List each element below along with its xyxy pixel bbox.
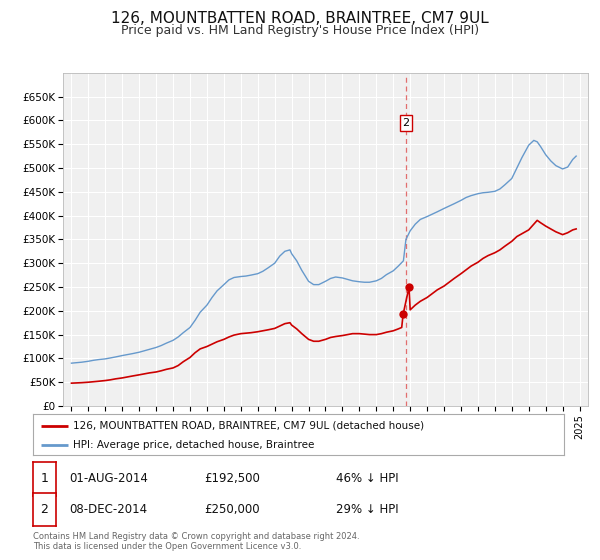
- Text: 1: 1: [40, 472, 49, 486]
- Text: HPI: Average price, detached house, Braintree: HPI: Average price, detached house, Brai…: [73, 440, 314, 450]
- Text: 29% ↓ HPI: 29% ↓ HPI: [336, 503, 398, 516]
- Text: Contains HM Land Registry data © Crown copyright and database right 2024.: Contains HM Land Registry data © Crown c…: [33, 532, 359, 541]
- Text: £192,500: £192,500: [204, 472, 260, 486]
- Text: £250,000: £250,000: [204, 503, 260, 516]
- Text: 08-DEC-2014: 08-DEC-2014: [69, 503, 147, 516]
- Text: 126, MOUNTBATTEN ROAD, BRAINTREE, CM7 9UL (detached house): 126, MOUNTBATTEN ROAD, BRAINTREE, CM7 9U…: [73, 421, 424, 431]
- Text: Price paid vs. HM Land Registry's House Price Index (HPI): Price paid vs. HM Land Registry's House …: [121, 24, 479, 36]
- Text: 46% ↓ HPI: 46% ↓ HPI: [336, 472, 398, 486]
- Text: 2: 2: [40, 503, 49, 516]
- Text: 2: 2: [403, 118, 410, 128]
- Text: 01-AUG-2014: 01-AUG-2014: [69, 472, 148, 486]
- Text: 126, MOUNTBATTEN ROAD, BRAINTREE, CM7 9UL: 126, MOUNTBATTEN ROAD, BRAINTREE, CM7 9U…: [111, 11, 489, 26]
- Text: This data is licensed under the Open Government Licence v3.0.: This data is licensed under the Open Gov…: [33, 542, 301, 550]
